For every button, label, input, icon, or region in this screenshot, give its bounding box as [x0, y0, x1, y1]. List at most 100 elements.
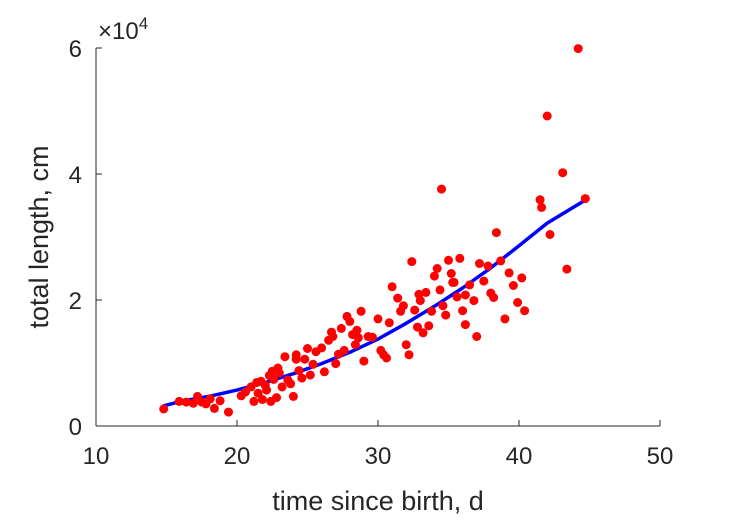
plot-area: [96, 48, 660, 426]
data-point: [336, 323, 346, 333]
fit-layer: [161, 197, 589, 408]
data-point: [300, 354, 310, 364]
data-point: [384, 318, 394, 328]
data-point: [517, 273, 527, 283]
data-point: [435, 285, 445, 295]
data-point: [421, 287, 431, 297]
data-point: [387, 282, 397, 292]
data-point: [215, 396, 225, 406]
x-tick-label: 30: [365, 443, 392, 470]
data-point: [303, 344, 312, 353]
data-point: [274, 368, 284, 378]
data-point: [353, 333, 363, 343]
y-exponent-label: ×104: [98, 14, 148, 45]
data-point: [262, 385, 272, 395]
data-point: [424, 321, 434, 331]
data-point: [491, 228, 501, 238]
data-point: [475, 259, 484, 268]
data-point: [500, 314, 510, 324]
data-point: [460, 290, 470, 300]
data-point: [401, 340, 411, 350]
fit-line: [161, 197, 589, 408]
data-point: [319, 367, 329, 377]
data-point: [224, 407, 233, 417]
data-point: [382, 353, 391, 363]
data-point: [458, 306, 468, 316]
data-point: [460, 320, 470, 330]
y-tick-label: 2: [69, 288, 82, 315]
data-point: [174, 396, 184, 406]
data-point: [373, 314, 383, 324]
data-point: [350, 340, 360, 350]
data-point: [448, 277, 458, 287]
data-point: [452, 292, 462, 302]
data-point: [469, 296, 479, 306]
data-point: [427, 306, 437, 316]
data-point: [339, 345, 349, 355]
data-point: [429, 271, 439, 281]
data-point: [418, 328, 428, 338]
data-point: [308, 359, 318, 369]
data-point: [277, 382, 287, 392]
data-point: [413, 322, 422, 332]
data-point: [414, 289, 424, 299]
data-point: [483, 261, 493, 271]
data-point: [558, 168, 568, 178]
data-point: [367, 332, 377, 342]
data-point: [398, 301, 408, 311]
data-point: [542, 111, 552, 121]
data-point: [209, 403, 219, 413]
x-tick-label: 50: [647, 443, 674, 470]
y-exponent-power: 4: [139, 14, 148, 33]
data-point: [508, 281, 518, 290]
data-point: [297, 373, 307, 383]
data-point: [267, 366, 277, 376]
data-point: [345, 316, 355, 326]
data-point: [438, 301, 448, 311]
data-point: [545, 230, 555, 239]
data-point: [269, 374, 279, 384]
x-tick-label: 40: [506, 443, 533, 470]
data-point: [489, 293, 499, 302]
data-point: [359, 356, 369, 366]
data-point: [181, 397, 191, 407]
data-point: [441, 310, 451, 320]
data-point: [356, 306, 366, 316]
data-point: [573, 44, 583, 54]
data-point: [562, 264, 572, 274]
data-point: [188, 398, 198, 408]
data-point: [455, 253, 465, 263]
y-tick-label: 4: [69, 162, 82, 189]
data-point: [504, 268, 514, 278]
data-point: [520, 306, 530, 316]
data-point: [465, 280, 475, 290]
y-exponent-base: ×10: [98, 18, 139, 45]
data-point: [352, 325, 362, 335]
data-point: [479, 276, 489, 286]
data-point: [327, 327, 336, 337]
data-point: [393, 293, 403, 303]
data-point: [513, 298, 523, 307]
data-point: [535, 195, 545, 205]
data-point: [580, 194, 590, 204]
data-point: [496, 256, 506, 266]
data-point: [286, 379, 296, 389]
x-ticks: 10 20 30 40 50: [83, 420, 674, 470]
data-point: [205, 394, 215, 404]
y-tick-label: 0: [69, 414, 82, 441]
data-point: [291, 354, 301, 364]
data-point: [288, 391, 298, 401]
data-point: [472, 332, 482, 341]
data-point: [444, 255, 453, 265]
data-point: [257, 395, 267, 404]
data-point: [272, 393, 281, 403]
data-point: [404, 350, 414, 360]
x-tick-label: 20: [224, 443, 251, 470]
data-point: [305, 370, 315, 380]
data-point: [437, 184, 446, 194]
data-point: [159, 404, 169, 414]
y-axis-label: total length, cm: [24, 145, 54, 328]
data-point: [317, 343, 327, 353]
data-point: [294, 366, 304, 376]
